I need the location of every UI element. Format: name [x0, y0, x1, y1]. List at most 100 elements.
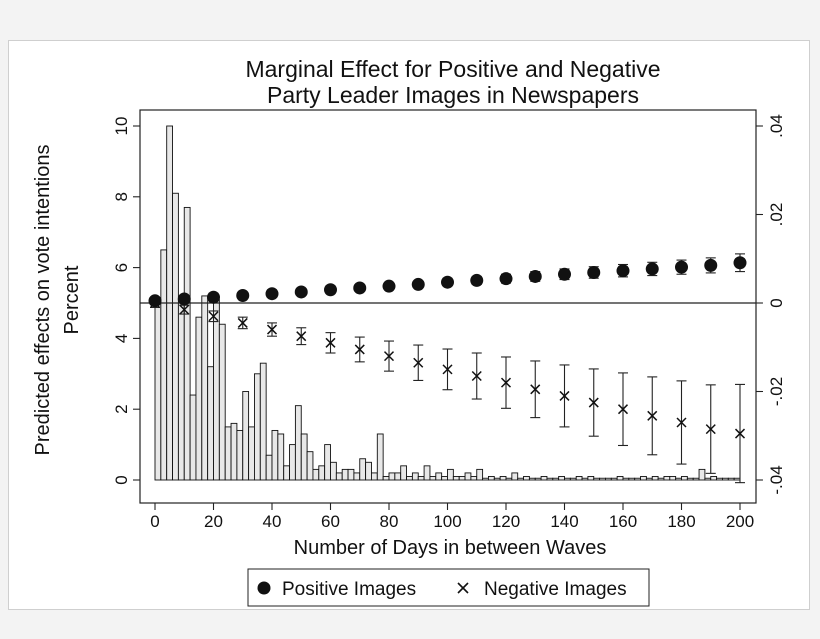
- histogram-bar: [189, 394, 197, 481]
- histogram-bar: [569, 477, 577, 481]
- x-tick-label: 20: [204, 512, 223, 531]
- histogram-bar: [663, 476, 671, 481]
- chart-title-line-2: Party Leader Images in Newspapers: [267, 82, 639, 108]
- negative-point-stroke: [676, 417, 687, 428]
- negative-point: [413, 357, 424, 368]
- histogram-bar: [488, 476, 495, 481]
- histogram-bar: [517, 477, 525, 481]
- x-tick-label: 140: [550, 512, 578, 531]
- positive-point: [645, 262, 659, 276]
- histogram-bar: [195, 316, 203, 481]
- histogram-bar: [616, 476, 624, 481]
- y-right-tick-label: -.02: [767, 377, 786, 406]
- positive-point: [265, 287, 279, 301]
- histogram-bar: [283, 465, 291, 481]
- histogram-bar: [341, 468, 349, 481]
- y-axis-label-left: Predicted effects on vote intentions: [32, 145, 54, 456]
- negative-point: [559, 390, 570, 401]
- histogram-bar: [470, 476, 478, 481]
- histogram-bar: [172, 192, 179, 481]
- histogram-bar: [640, 476, 647, 481]
- y-left-tick-label: 4: [112, 334, 131, 343]
- positive-point: [324, 283, 337, 297]
- negative-point-stroke: [734, 428, 746, 439]
- histogram-bar: [499, 476, 507, 481]
- negative-point: [354, 344, 365, 355]
- y-right-tick-label: -.04: [767, 465, 786, 494]
- histogram-bar: [300, 433, 308, 481]
- negative-point-stroke: [500, 377, 512, 388]
- histogram-bar: [645, 477, 653, 481]
- legend-positive-marker: [257, 581, 271, 595]
- legend-box: [247, 568, 650, 607]
- negative-point-stroke: [442, 364, 453, 375]
- histogram-bar: [429, 476, 437, 481]
- histogram-bar: [324, 444, 331, 481]
- positive-point: [441, 275, 454, 289]
- histogram-bar: [306, 451, 314, 481]
- x-tick-label: 0: [150, 512, 159, 531]
- y-right-tick-label: 0: [767, 298, 786, 307]
- histogram-bar: [511, 472, 519, 481]
- histogram-bar: [388, 472, 396, 481]
- histogram-bar: [552, 477, 560, 481]
- histogram-bar: [347, 468, 355, 481]
- negative-point: [588, 397, 599, 408]
- histogram-bar: [265, 454, 273, 481]
- histogram-bar: [201, 295, 209, 481]
- histogram-bar: [289, 444, 296, 481]
- histogram-bar: [727, 477, 735, 481]
- negative-point-stroke: [413, 357, 424, 368]
- histogram-bar: [622, 477, 630, 481]
- x-axis-label: Number of Days in between Waves: [294, 537, 607, 559]
- histogram-bar: [587, 476, 595, 481]
- negative-point: [237, 317, 248, 328]
- negative-point: [208, 311, 219, 322]
- y-left-tick-label: 8: [112, 192, 131, 201]
- positive-point: [733, 256, 747, 270]
- legend-positive-label: Positive Images: [282, 579, 416, 600]
- histogram-bar: [400, 465, 408, 481]
- histogram-bar: [394, 472, 402, 481]
- x-tick-label: 40: [263, 512, 282, 531]
- histogram-bar: [657, 477, 665, 481]
- positive-point: [177, 292, 191, 306]
- y-left-tick-label: 10: [112, 117, 131, 136]
- histogram-bar: [733, 477, 741, 481]
- negative-point-stroke: [559, 390, 570, 401]
- positive-point: [148, 294, 162, 308]
- negative-point: [383, 351, 395, 362]
- positive-point: [382, 279, 396, 293]
- histogram-bar: [406, 476, 413, 481]
- histogram-bar: [634, 477, 642, 481]
- x-tick-label: 160: [609, 512, 637, 531]
- histogram-bar: [605, 477, 612, 481]
- histogram-bar: [224, 426, 232, 481]
- histogram-bar: [441, 476, 448, 481]
- positive-point: [558, 267, 571, 281]
- positive-point: [470, 273, 484, 287]
- y-axis-label-left-2: Percent: [61, 265, 83, 334]
- histogram-bar: [710, 476, 718, 481]
- histogram-bar: [447, 468, 454, 481]
- negative-point: [530, 384, 541, 395]
- negative-point-stroke: [266, 324, 278, 335]
- negative-point: [500, 377, 512, 388]
- histogram-bar: [651, 476, 659, 481]
- histogram-bar: [628, 477, 636, 481]
- histogram-bar: [371, 472, 378, 481]
- histogram-bar: [681, 476, 688, 481]
- legend-negative-marker: [457, 582, 469, 594]
- positive-point: [411, 277, 425, 291]
- negative-point: [676, 417, 687, 428]
- histogram-bar: [259, 362, 267, 481]
- histogram-bar: [482, 477, 489, 481]
- positive-images-series: [148, 253, 747, 308]
- negative-point: [617, 404, 629, 415]
- histogram-bar: [230, 422, 238, 481]
- histogram-bar: [154, 299, 162, 481]
- x-tick-label: 200: [726, 512, 754, 531]
- positive-point: [528, 269, 542, 283]
- negative-point-stroke: [383, 351, 395, 362]
- histogram-bar: [417, 476, 425, 481]
